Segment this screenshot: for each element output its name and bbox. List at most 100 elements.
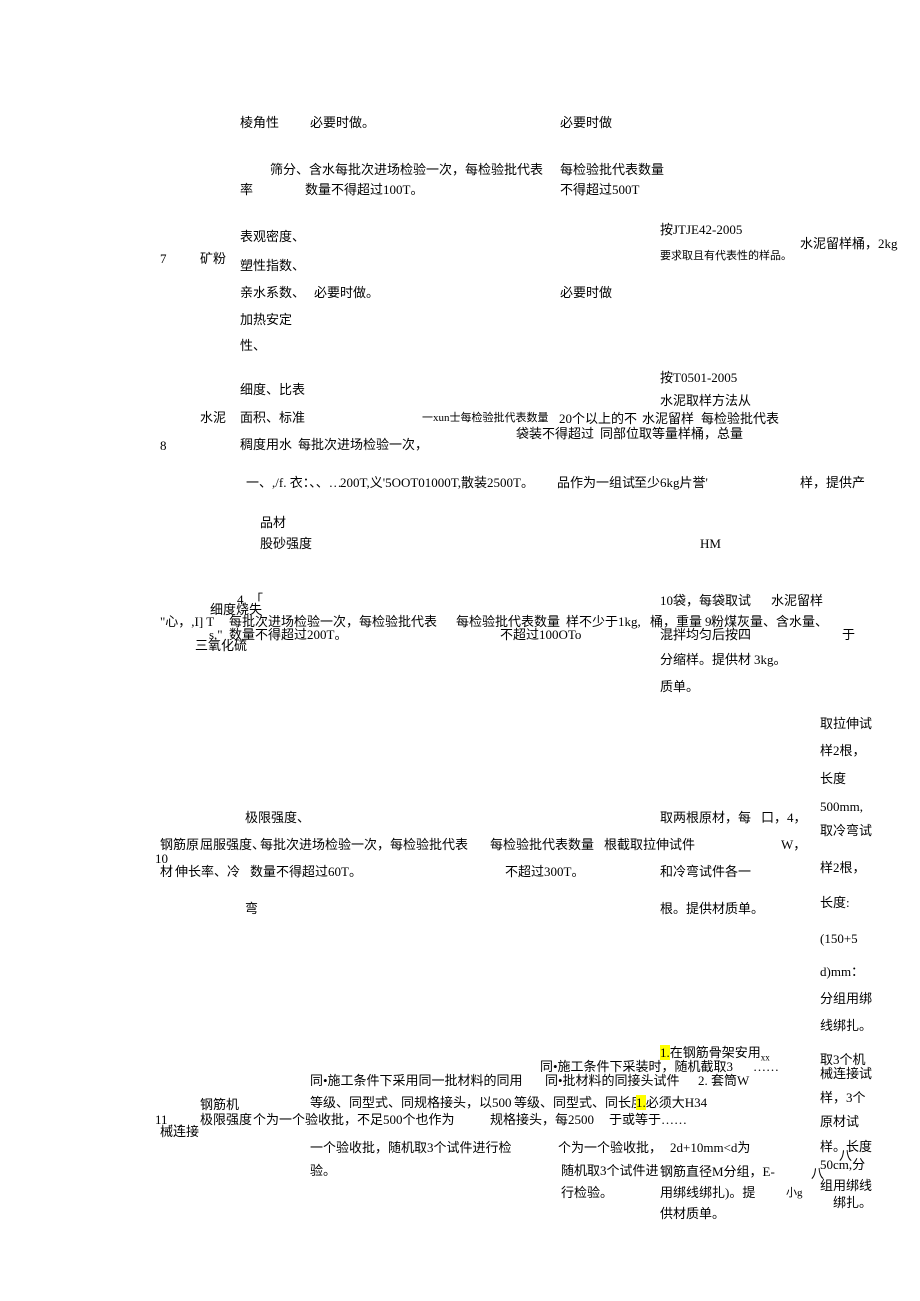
r11-method-l7: 用绑线绑扎)。提 [660, 1183, 755, 1204]
r11-freq-a-l4: 一个验收批，随机取3个试件进行检 [310, 1138, 512, 1159]
r11-freq-a-l3: 个为一个验收批，不足500个也作为 [253, 1110, 455, 1131]
r10-sample-l1: 口，4， [761, 808, 807, 829]
r11-batch-b-l2: 同•批材料的同接头试件 [545, 1071, 680, 1092]
r10-method-l2: 根截取拉伸试件 [604, 835, 695, 856]
r7-method-l2: 要求取且有代表性的样品。 [660, 248, 792, 266]
r10-sp-l4: 500mm, [820, 797, 863, 818]
r10-batch-b-l2: 不超过300T。 [505, 862, 584, 883]
r8-items-l3: 稠度用水 [240, 435, 292, 456]
r6-item-a: 棱角性 [240, 113, 279, 134]
r11-batch-b-l6: 随机取3个试件进 [561, 1161, 659, 1182]
r10-method-l1: 取两根原材，每 [660, 808, 751, 829]
r11-sample-l3: 样，3个 [820, 1088, 866, 1109]
r10-sample-l2: 取冷弯试 [820, 821, 872, 842]
r11-method-l5: 2d+10mm<d为 [670, 1138, 750, 1159]
r8-tail-l1: 品材 [260, 513, 286, 534]
r8-items-l1: 细度、比表 [240, 380, 305, 401]
r9-method-l5: 质单。 [660, 677, 699, 698]
r11-items: 极限强度 [200, 1110, 252, 1131]
r10-sp-l2: 样2根， [820, 741, 866, 762]
r7-items-l5: 性、 [240, 336, 266, 357]
r6b-batch-a2: 数量不得超过100T。 [305, 180, 423, 201]
r6b-batch-a: 每批次进场检验一次，每检验批代表 [335, 160, 543, 181]
r8-sample-l2: 每检验批代表 [701, 409, 779, 430]
r11-freq-a-l1: 同•施工条件下采用同一批材料的同用 [310, 1071, 523, 1092]
r8-tail-r: HM [700, 534, 721, 555]
r11-sample-pre: …… [753, 1057, 779, 1078]
r8-sample-l1: 水泥留样 [642, 409, 694, 430]
r7-freq-b: 必要时做 [560, 283, 612, 304]
r11-method-l6: 钢筋直径M分组，E- [660, 1162, 775, 1183]
r8-index: 8 [160, 436, 167, 457]
r8-method-l1: 按T0501-2005 [660, 368, 737, 389]
r11-batch-b-l5: 个为一个验收批， [558, 1138, 662, 1159]
r10-sample-l8: 分组用绑 [820, 989, 872, 1010]
r11-method-l4: 于或等于…… [609, 1110, 687, 1131]
r9-sample-l3: 3kg。 [754, 650, 787, 671]
r10-items-l3: 伸长率、冷 [175, 862, 240, 883]
r10-freq-a: 每批次进场检验一次，每检验批代表 [260, 835, 468, 856]
r7-items-l4: 加热安定 [240, 310, 292, 331]
r10-sp-l1: 取拉伸试 [820, 714, 872, 735]
r8-items-l2: 面积、标准 [240, 408, 305, 429]
r11-sample-l4: 原材试 [820, 1112, 859, 1133]
r10-sample-l3: W， [781, 835, 806, 856]
r10-sp-l3: 长度 [820, 769, 846, 790]
r9-orphan: 三氧化硫 [195, 636, 247, 657]
r11-sample-l9: 绑扎。 [833, 1193, 872, 1214]
r7-items-l1: 表观密度、 [240, 227, 305, 248]
r6b-batch-b: 每检验批代表数量 [560, 160, 664, 181]
r11-material-suffix: .. . [170, 1112, 183, 1133]
r6b-item-l1: 筛分、含水 [270, 160, 335, 181]
r11-sample-l7p: 八 [839, 1146, 852, 1167]
r9-sample-l2: 桶，重量 [650, 612, 702, 633]
r8-tail-l2: 股砂强度 [260, 534, 312, 555]
r10-sample-l7: d)mm： [820, 962, 864, 983]
r10-method-l4: 根。提供材质单。 [660, 899, 764, 920]
r10-sample-l4: 样2根， [820, 858, 866, 879]
r9-items-pre: "心，,I] T [160, 612, 214, 633]
r8-batch-b-l2: 袋装不得超过 [516, 424, 594, 445]
r7-material: 矿粉 [200, 249, 226, 270]
r7-items-l2: 塑性指数、 [240, 256, 305, 277]
r10-method-l3: 和冷弯试件各一 [660, 862, 751, 883]
r9-method-l1: 10袋，每袋取试 [660, 591, 751, 612]
r11-method-l8: 供材质单。 [660, 1204, 725, 1225]
r10-sample-l9: 线绑扎。 [820, 1016, 872, 1037]
r8-sample-l3: 至少6kg片誉' [634, 473, 708, 494]
r10-sample-l6: (150+5 [820, 929, 858, 950]
r7-sample: 水泥留样桶，2kg [800, 234, 898, 255]
r11-freq-a-l5: 验。 [310, 1161, 336, 1182]
r11-method-l2: 2. 套筒W [698, 1071, 749, 1092]
r9-method-l4: 分缩样。提供材 [660, 650, 751, 671]
r8-freq-a-l2: 200T,义'5OOT01000T,散装2500T。 [340, 473, 534, 494]
r9-extra-yu: 于 [842, 625, 855, 646]
r11-sample-l2: 械连接试 [820, 1064, 872, 1085]
r7-index: 7 [160, 249, 167, 270]
r6b-batch-b2: 不得超过500T [560, 180, 639, 201]
r10-sample-l5: 长度: [820, 893, 850, 914]
r6-freq-a: 必要时做。 [310, 113, 375, 134]
r8-material: 水泥 [200, 408, 226, 429]
r11-batch-b-l4: 规格接头，每2500 [490, 1110, 594, 1131]
r9-method-l2: 样不少于1kg, [566, 612, 641, 633]
r10-batch-b: 每检验批代表数量 [490, 835, 594, 856]
r11-sample-l9p: 小g [786, 1185, 803, 1203]
r10-items-l1: 极限强度、 [245, 808, 310, 829]
r9-extra-fly: 粉煤灰量、含水量、 [711, 612, 828, 633]
r10-items-l2: 屈服强度、 [200, 835, 265, 856]
r8-freq-a-sub: 一、,/f. 衣：、、… [246, 473, 342, 494]
r6-freq-b: 必要时做 [560, 113, 612, 134]
r8-freq-a-l1: 每批次进场检验一次， [298, 435, 428, 456]
r10-material-l2: 材 [160, 862, 173, 883]
r7-method-l1: 按JTJE42-2005 [660, 220, 742, 241]
r10-material: 钢筋原 [160, 835, 199, 856]
r9-sample-l1: 水泥留样 [771, 591, 823, 612]
r7-freq-a: 必要时做。 [314, 283, 379, 304]
r7-items-l3: 亲水系数、 [240, 283, 305, 304]
r6b-item-l2: 率 [240, 180, 253, 201]
r10-freq-a-l2: 数量不得超过60T。 [250, 862, 362, 883]
r8-method-l4: 品作为一组试 [557, 473, 635, 494]
r8-sample-suffix: 样，提供产 [800, 473, 865, 494]
r10-items-l4: 弯 [245, 899, 258, 920]
